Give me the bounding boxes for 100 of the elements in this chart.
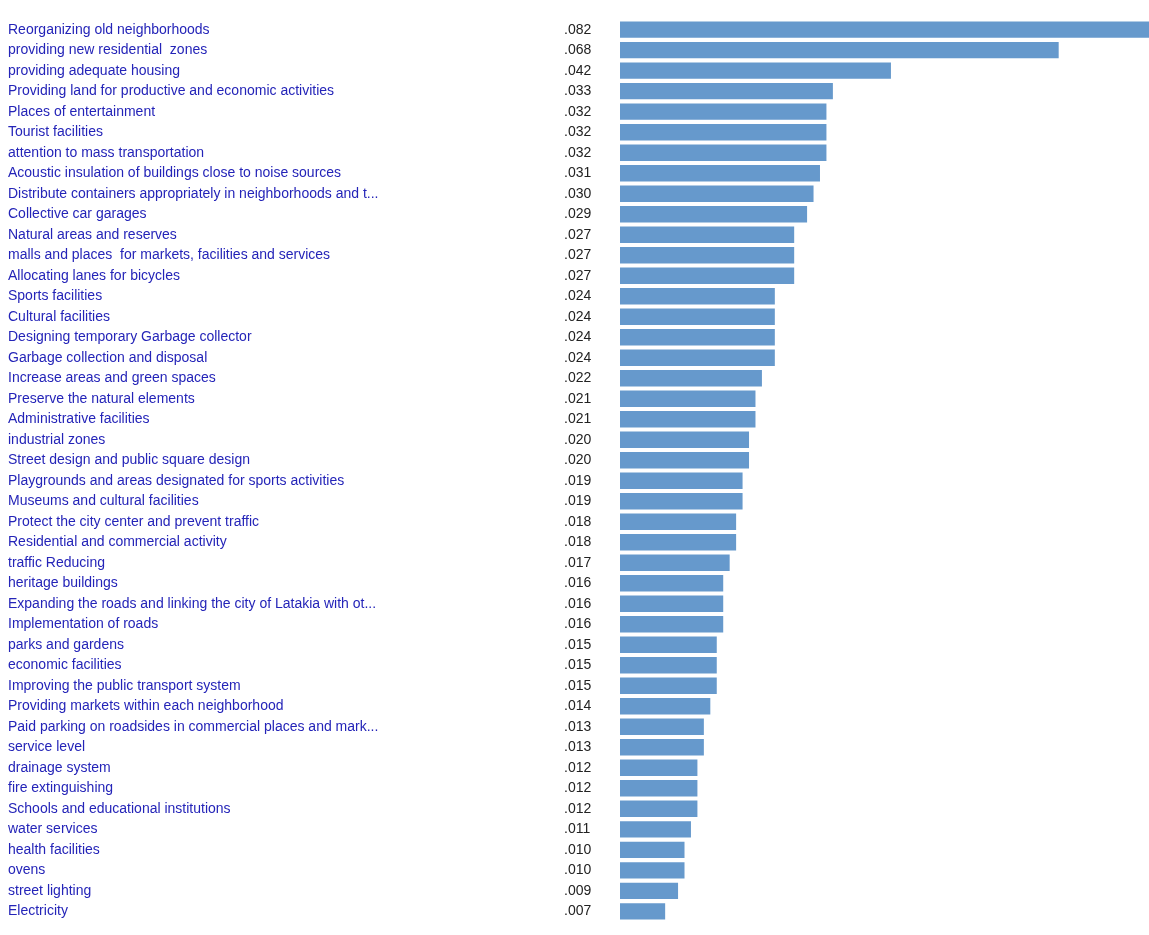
bar — [620, 698, 711, 715]
data-label: .031 — [564, 164, 592, 181]
data-label: .010 — [564, 840, 592, 857]
y-tick-label: Sports facilities — [8, 287, 103, 304]
data-label: .015 — [564, 635, 592, 652]
data-label: .024 — [564, 287, 592, 304]
bar — [620, 800, 698, 818]
data-label: .068 — [564, 41, 592, 58]
data-label: .042 — [564, 61, 592, 78]
data-label: .032 — [564, 123, 592, 140]
bar — [620, 267, 795, 284]
bar — [620, 903, 666, 920]
bar — [620, 657, 717, 674]
data-label: .013 — [564, 738, 592, 755]
y-tick-label: Schools and educational institutions — [8, 799, 231, 816]
y-tick-label: Paid parking on roadsides in commercial places and mark... — [8, 717, 379, 734]
y-tick-label: Improving the public transport system — [8, 676, 241, 693]
data-label: .016 — [564, 594, 592, 611]
bar — [620, 103, 827, 120]
y-tick-label: Preserve the natural elements — [8, 389, 195, 406]
bar — [620, 595, 724, 612]
bar — [620, 144, 827, 161]
y-tick-label: Designing temporary Garbage collector — [8, 328, 252, 345]
bar — [620, 575, 724, 592]
y-tick-label: Reorganizing old neighborhoods — [8, 20, 210, 37]
bar — [620, 616, 724, 633]
bar — [620, 226, 795, 243]
y-tick-label: malls and places for markets, facilities and services — [8, 246, 331, 263]
bar — [620, 62, 891, 79]
data-label: .014 — [564, 697, 592, 714]
bar — [620, 247, 795, 264]
data-label: .024 — [564, 348, 592, 365]
y-tick-label: Collective car garages — [8, 205, 147, 222]
data-label: .027 — [564, 246, 592, 263]
data-label: .082 — [564, 20, 592, 37]
bar — [620, 164, 820, 182]
bar — [620, 390, 756, 407]
bar — [620, 677, 717, 694]
bar — [620, 534, 737, 551]
bar — [620, 185, 814, 202]
y-tick-label: street lighting — [8, 881, 92, 898]
y-tick-label: health facilities — [8, 840, 100, 857]
data-label: .020 — [564, 451, 592, 468]
data-label: .021 — [564, 410, 592, 427]
bar — [620, 739, 704, 756]
y-tick-label: attention to mass transportation — [8, 143, 205, 160]
y-tick-label: Administrative facilities — [8, 410, 150, 427]
data-label: .030 — [564, 184, 592, 201]
data-label: .024 — [564, 307, 592, 324]
y-tick-label: parks and gardens — [8, 635, 124, 652]
data-label: .032 — [564, 143, 592, 160]
y-tick-label: industrial zones — [8, 430, 106, 447]
data-label: .007 — [564, 902, 592, 919]
y-tick-label: Museums and cultural facilities — [8, 492, 199, 509]
y-tick-label: Expanding the roads and linking the city of Latakia with ot... — [8, 594, 377, 611]
bar — [620, 493, 743, 510]
y-tick-label: water services — [7, 820, 98, 837]
bar — [620, 329, 775, 346]
data-label: .027 — [564, 225, 592, 242]
data-label: .012 — [564, 799, 592, 816]
bar — [620, 636, 717, 653]
bar — [620, 554, 730, 571]
y-tick-label: service level — [8, 738, 86, 755]
data-label: .018 — [564, 512, 592, 529]
data-label: .012 — [564, 758, 592, 775]
y-tick-label: Residential and commercial activity — [8, 533, 227, 550]
bar — [620, 41, 1059, 59]
y-tick-label: traffic Reducing — [8, 553, 106, 570]
y-tick-label: Natural areas and reserves — [8, 225, 177, 242]
bar — [620, 862, 685, 879]
data-label: .017 — [564, 553, 592, 570]
y-tick-label: providing adequate housing — [8, 61, 181, 78]
bar — [620, 780, 698, 797]
y-tick-label: Tourist facilities — [8, 123, 103, 140]
bar — [620, 21, 1149, 38]
data-label: .018 — [564, 533, 592, 550]
data-label: .013 — [564, 717, 592, 734]
bar — [620, 821, 691, 838]
bar — [620, 472, 743, 489]
data-label: .010 — [564, 861, 592, 878]
bar — [620, 431, 750, 448]
data-label: .033 — [564, 82, 592, 99]
data-label: .012 — [564, 779, 592, 796]
bar — [620, 411, 756, 428]
data-label: .015 — [564, 676, 592, 693]
y-tick-label: Providing land for productive and economic activities — [8, 82, 335, 99]
data-label: .015 — [564, 656, 592, 673]
data-label: .011 — [564, 820, 591, 837]
data-label: .021 — [564, 389, 592, 406]
data-label: .020 — [564, 430, 592, 447]
bar — [620, 841, 685, 859]
bar — [620, 452, 750, 469]
y-tick-label: Implementation of roads — [8, 615, 159, 632]
y-tick-label: providing new residential zones — [8, 41, 208, 58]
bar — [620, 123, 827, 141]
bar — [620, 288, 775, 305]
data-label: .009 — [564, 881, 592, 898]
y-tick-label: economic facilities — [8, 656, 122, 673]
bar — [620, 513, 737, 530]
bar — [620, 718, 704, 736]
